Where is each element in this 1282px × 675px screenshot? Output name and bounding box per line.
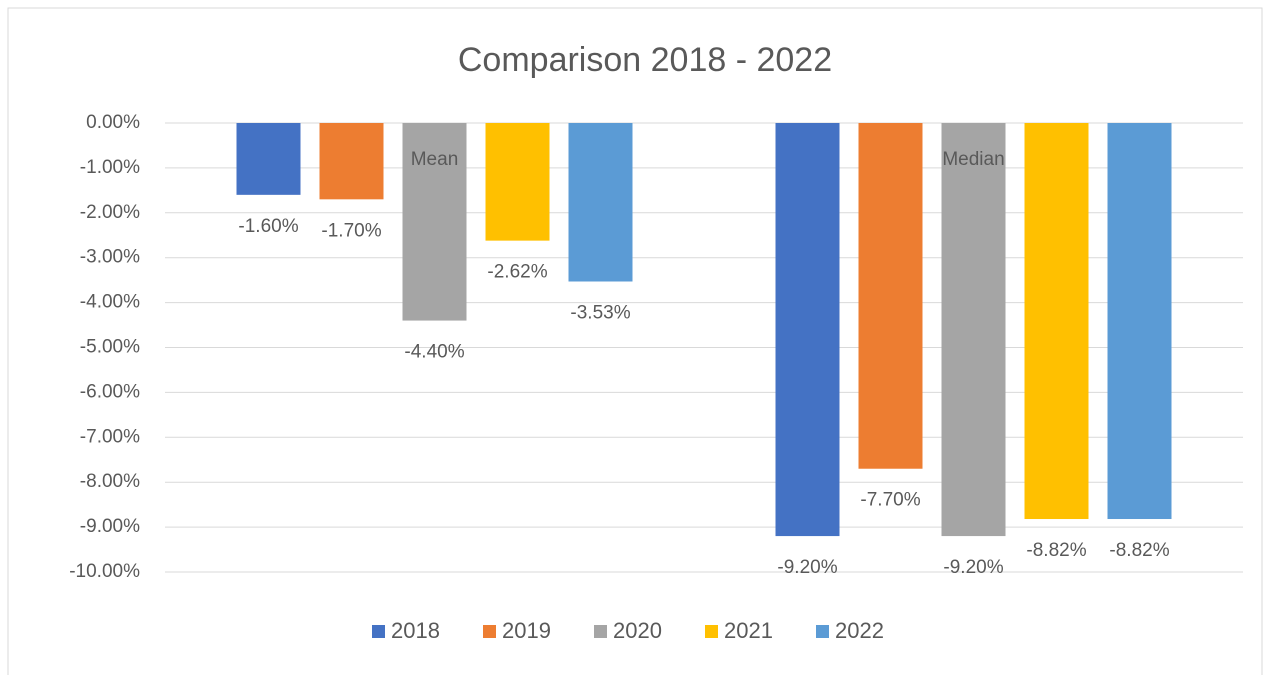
legend-label: 2021 bbox=[724, 618, 773, 643]
y-tick-label: -3.00% bbox=[80, 247, 140, 268]
legend-swatch bbox=[372, 625, 385, 638]
y-tick-label: -1.00% bbox=[80, 157, 140, 178]
data-label: -8.82% bbox=[1109, 540, 1169, 561]
data-label: -7.70% bbox=[860, 490, 920, 511]
bar bbox=[568, 123, 633, 282]
legend-label: 2022 bbox=[835, 618, 884, 643]
bar bbox=[1024, 123, 1089, 520]
legend-swatch bbox=[705, 625, 718, 638]
bar bbox=[236, 123, 301, 195]
legend-swatch bbox=[594, 625, 607, 638]
bar bbox=[319, 123, 384, 200]
y-tick-label: -9.00% bbox=[80, 516, 140, 537]
y-tick-label: -8.00% bbox=[80, 471, 140, 492]
data-label: -3.53% bbox=[570, 303, 630, 324]
data-label: -1.60% bbox=[238, 216, 298, 237]
legend-swatch bbox=[483, 625, 496, 638]
bar bbox=[485, 123, 550, 241]
data-label: -8.82% bbox=[1026, 540, 1086, 561]
bar bbox=[858, 123, 923, 469]
data-label: -9.20% bbox=[777, 557, 837, 578]
data-label: -2.62% bbox=[487, 262, 547, 283]
y-tick-label: -6.00% bbox=[80, 381, 140, 402]
bar bbox=[402, 123, 467, 321]
y-tick-label: -7.00% bbox=[80, 426, 140, 447]
y-tick-label: -10.00% bbox=[69, 561, 140, 582]
legend-label: 2018 bbox=[391, 618, 440, 643]
legend-label: 2019 bbox=[502, 618, 551, 643]
y-tick-label: -5.00% bbox=[80, 337, 140, 358]
data-label: -4.40% bbox=[404, 342, 464, 363]
y-tick-label: 0.00% bbox=[86, 112, 140, 133]
data-label: -1.70% bbox=[321, 220, 381, 241]
legend-label: 2020 bbox=[613, 618, 662, 643]
bar bbox=[775, 123, 840, 537]
y-tick-label: -4.00% bbox=[80, 292, 140, 313]
legend-swatch bbox=[816, 625, 829, 638]
y-tick-label: -2.00% bbox=[80, 202, 140, 223]
bar bbox=[941, 123, 1006, 537]
category-label: Median bbox=[942, 149, 1004, 170]
bar bbox=[1107, 123, 1172, 520]
category-label: Mean bbox=[411, 149, 459, 170]
chart-title: Comparison 2018 - 2022 bbox=[458, 41, 832, 79]
data-label: -9.20% bbox=[943, 557, 1003, 578]
